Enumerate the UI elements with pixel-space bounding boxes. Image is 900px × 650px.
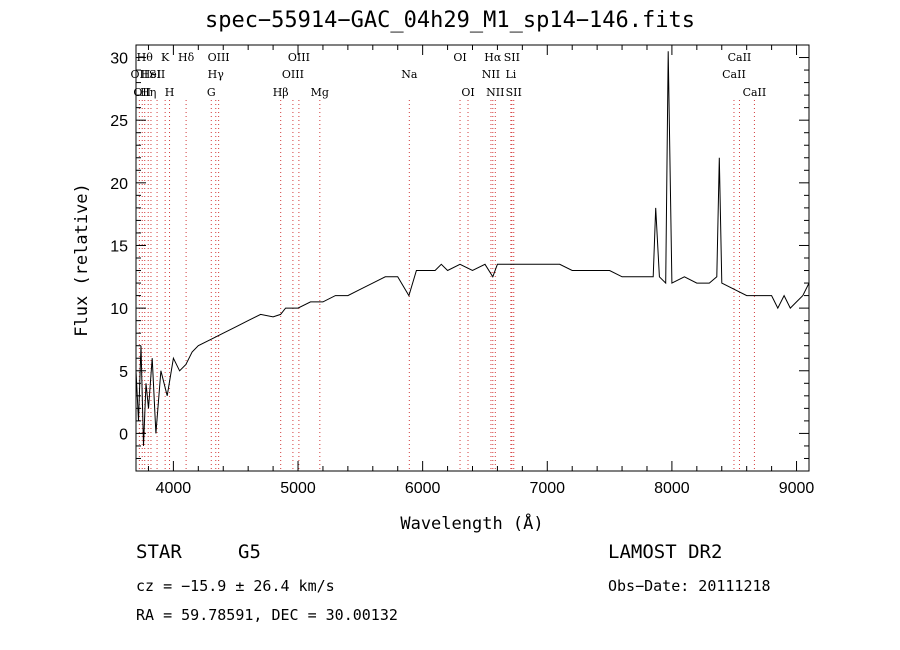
x-tick-label: 5000 [280,480,316,497]
x-axis-ticks: 4000 5000 6000 7000 8000 9000 [147,45,815,497]
chart-title: spec−55914−GAC_04h29_M1_sp14−146.fits [204,8,696,33]
y-tick-label: 15 [110,238,128,255]
x-tick-label: 6000 [405,480,441,497]
line-label-22: Li [505,68,516,81]
spectrum-series [135,51,810,446]
y-tick-label: 0 [119,426,128,443]
line-label-23: SII [504,51,520,64]
line-label-3: Hη [140,86,156,99]
y-axis-label: Flux (relative) [72,183,92,337]
plot-frame [135,44,810,472]
line-label-12: Hβ [273,86,289,99]
y-tick-label: 5 [119,364,128,381]
spectrum-line [135,51,810,446]
line-label-9: G [207,86,216,99]
line-label-14: OIII [288,51,310,64]
x-tick-label: 9000 [779,480,815,497]
line-label-25: CaII [722,68,746,81]
x-tick-label: 8000 [654,480,690,497]
line-label-15: Mg [311,86,329,99]
x-tick-label: 4000 [156,480,192,497]
y-tick-label: 20 [110,176,128,193]
coordinates: RA = 59.78591, DEC = 30.00132 [136,606,398,624]
line-label-20: Hα [484,51,502,64]
survey-name: LAMOST DR2 [608,541,723,563]
line-label-5: SII [149,68,165,81]
line-label-8: Hδ [178,51,195,64]
object-class: STAR [136,541,182,563]
object-subclass: G5 [238,541,261,563]
line-label-4: HeI [141,68,161,81]
y-tick-label: 25 [110,113,128,130]
line-label-24: SII [506,86,522,99]
redshift-cz: cz = −15.9 ± 26.4 km/s [136,577,335,595]
line-label-16: Na [401,68,418,81]
line-label-21: NII [486,86,504,99]
spectral-line-labels: OIIOIIHθHηHeISIIKHHδGHγOIIIHβOIIIOIIIMgN… [131,51,767,99]
line-label-17: OI [453,51,466,64]
x-axis-label: Wavelength (Å) [400,512,543,534]
line-label-18: OI [461,86,474,99]
line-label-1: OII [133,86,151,99]
spectral-line-markers [138,100,755,471]
line-label-6: K [161,51,170,64]
line-label-11: OIII [208,51,230,64]
line-label-7: H [165,86,175,99]
y-tick-label: 10 [110,301,128,318]
line-label-27: CaII [743,86,767,99]
line-label-26: CaII [728,51,752,64]
line-label-0: OII [131,68,149,81]
line-label-13: OIII [282,68,304,81]
line-label-19: NII [482,68,500,81]
y-tick-label: 30 [110,51,128,68]
line-label-10: Hγ [208,68,225,81]
x-tick-label: 7000 [529,480,565,497]
observation-date: Obs−Date: 20111218 [608,577,771,595]
y-axis-ticks: 0 5 10 15 20 25 30 [110,51,809,459]
